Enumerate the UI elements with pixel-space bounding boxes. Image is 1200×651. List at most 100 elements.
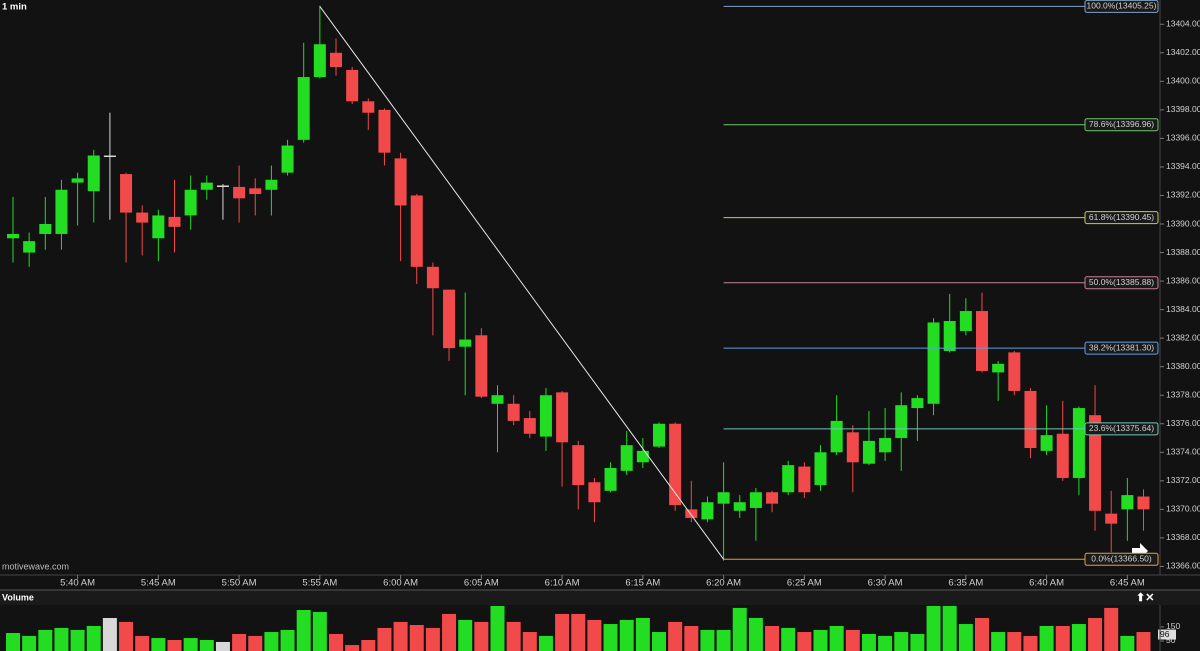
volume-bar	[393, 621, 408, 651]
volume-bar	[700, 629, 715, 651]
volume-bar	[522, 632, 537, 651]
volume-bar	[1055, 625, 1070, 651]
candle-body	[733, 502, 746, 511]
volume-bar	[910, 633, 925, 651]
candle-body	[1008, 352, 1021, 391]
y-tick-label: 13386.00	[1166, 275, 1200, 285]
candle-body	[168, 216, 181, 227]
volume-bar	[991, 632, 1006, 651]
volume-bar	[458, 619, 473, 651]
volume-bar	[409, 625, 424, 651]
fib-label-box	[1084, 341, 1159, 355]
volume-bar	[571, 613, 586, 651]
x-tick-label: 6:35 AM	[948, 578, 983, 589]
candle-body	[297, 77, 310, 140]
candle-body	[539, 395, 552, 437]
candle-body	[862, 440, 875, 464]
candle-body	[281, 145, 294, 173]
candle-body	[362, 101, 375, 113]
volume-bar	[765, 625, 780, 651]
y-tick-label: 13374.00	[1166, 447, 1200, 457]
fib-label-box	[1084, 422, 1159, 436]
volume-marker-box	[1158, 629, 1176, 640]
volume-bar	[813, 629, 828, 651]
candle-body	[846, 432, 859, 463]
candle-body	[55, 189, 68, 234]
volume-bar	[22, 635, 37, 651]
volume-bar	[975, 618, 989, 651]
volume-bar	[280, 629, 295, 651]
candle-body	[346, 69, 359, 102]
volume-bar	[119, 621, 134, 651]
volume-bar	[199, 640, 214, 651]
volume-bar	[684, 625, 699, 651]
volume-bar	[926, 605, 941, 651]
fib-label: 100.0%(13405.25)	[1087, 1, 1157, 11]
volume-bar	[748, 618, 763, 651]
volume-bar	[183, 638, 198, 651]
candle-body	[23, 241, 36, 253]
candle-body	[410, 195, 423, 267]
volume-bar	[619, 619, 634, 651]
volume-bar	[54, 627, 69, 651]
candle-body	[7, 233, 19, 239]
candle-body	[378, 109, 391, 153]
candle-body	[443, 289, 456, 349]
y-tick-label: 13404.00	[1166, 19, 1200, 29]
candle-body	[992, 363, 1005, 373]
candle-body	[103, 155, 116, 158]
fib-label-box	[1084, 552, 1159, 566]
fib-label-box	[1084, 211, 1159, 225]
volume-title: Volume	[2, 592, 34, 602]
trend-line	[319, 6, 725, 560]
candle-body	[1121, 495, 1134, 510]
volume-bar	[555, 613, 570, 651]
candle-body	[1024, 390, 1037, 449]
fib-label: 38.2%(13381.30)	[1089, 342, 1154, 352]
candle-body	[572, 445, 585, 486]
y-tick-label: 13382.00	[1166, 332, 1200, 342]
candle-body	[895, 405, 908, 439]
y-tick-label: 13388.00	[1166, 247, 1200, 257]
x-tick-label: 6:10 AM	[545, 578, 580, 589]
candle-body	[71, 178, 84, 183]
candle-body	[959, 311, 972, 332]
volume-bar	[296, 610, 311, 651]
y-tick-label: 13396.00	[1166, 133, 1200, 143]
volume-marker: 96	[1160, 629, 1170, 639]
volume-bar	[425, 627, 440, 651]
panel-controls[interactable]: ⬆✕	[1136, 592, 1154, 604]
candle-body	[1137, 496, 1150, 510]
watermark: motivewave.com	[2, 561, 69, 571]
volume-bar	[781, 627, 796, 651]
candle-body	[184, 189, 197, 216]
volume-bar	[716, 629, 731, 651]
volume-bar	[102, 618, 117, 651]
candle-body	[911, 398, 924, 409]
volume-bar	[1136, 632, 1151, 651]
candle-body	[1105, 513, 1118, 524]
volume-bar	[1039, 625, 1054, 651]
volume-bar	[490, 605, 505, 651]
y-tick-label: 13392.00	[1166, 190, 1200, 200]
y-tick-label: 13394.00	[1166, 161, 1200, 171]
candle-body	[1072, 408, 1085, 478]
candle-body	[556, 392, 569, 443]
volume-bar	[1088, 618, 1103, 651]
volume-bar	[377, 627, 392, 651]
candle-body	[475, 335, 488, 397]
candle-body	[685, 509, 698, 518]
y-tick-label: 13402.00	[1166, 47, 1200, 57]
volume-bar	[70, 629, 85, 651]
x-tick-label: 6:05 AM	[464, 578, 499, 589]
y-tick-label: 13384.00	[1166, 304, 1200, 314]
y-tick-label: 13368.00	[1166, 532, 1200, 542]
candle-body	[491, 395, 504, 404]
candle-body	[814, 452, 827, 486]
volume-bar	[635, 618, 650, 651]
volume-bar	[474, 621, 489, 651]
x-tick-label: 5:40 AM	[60, 578, 95, 589]
volume-bar	[845, 629, 860, 651]
x-tick-label: 6:00 AM	[383, 578, 418, 589]
candle-body	[701, 502, 714, 520]
